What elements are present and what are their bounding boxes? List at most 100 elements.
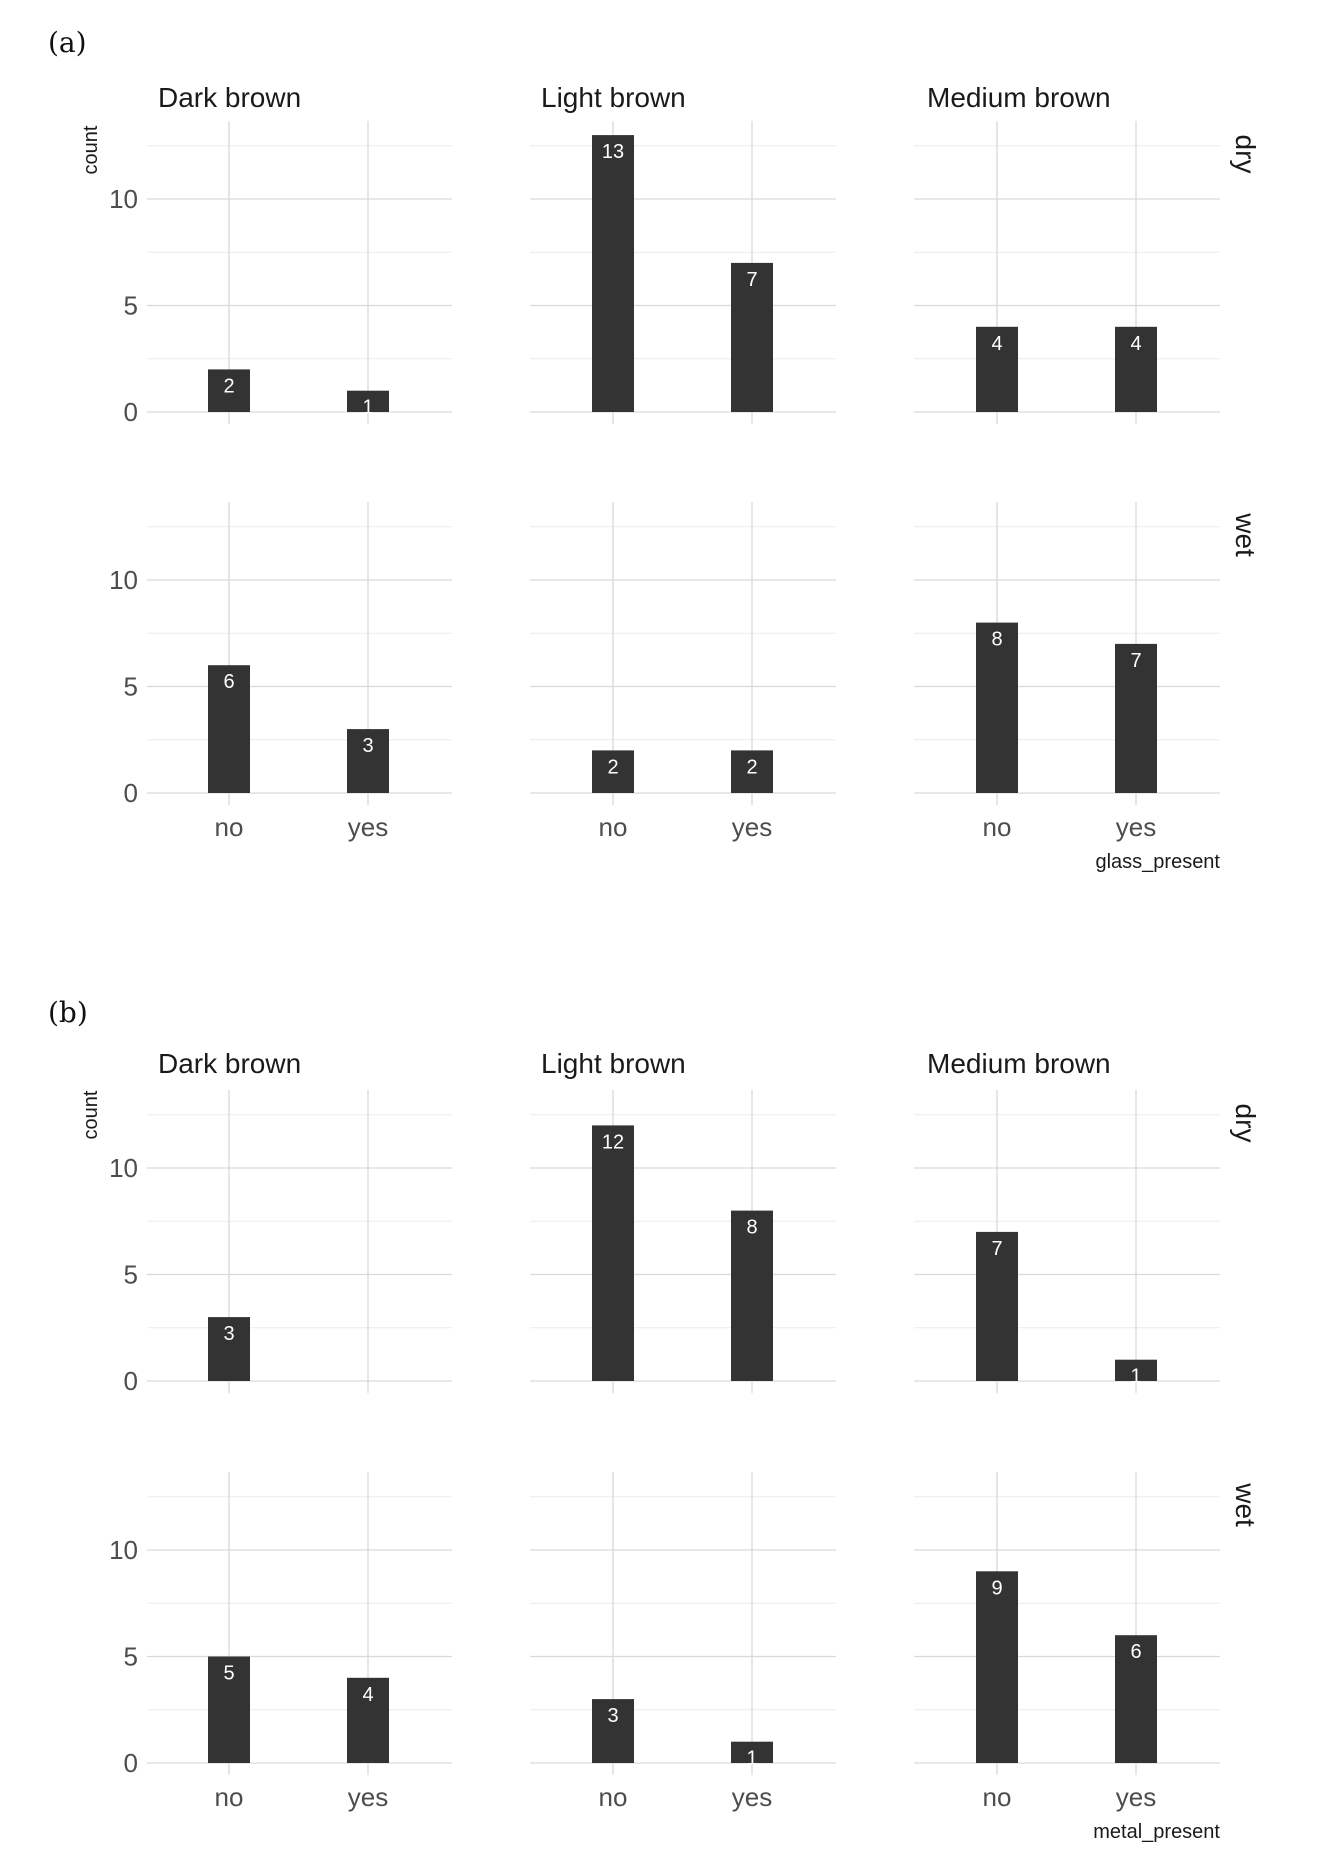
facet-col-label: Dark brown bbox=[158, 1048, 301, 1079]
bar-value-label: 4 bbox=[1130, 333, 1141, 355]
bar-no bbox=[976, 1231, 1018, 1381]
facet-panel: 13 7 bbox=[530, 121, 836, 424]
facet-col-label: Medium brown bbox=[927, 1048, 1111, 1079]
panel-label: (a) bbox=[48, 26, 87, 59]
bar-yes bbox=[347, 1677, 389, 1763]
y-tick-label: 10 bbox=[109, 184, 138, 214]
facet-col-label: Light brown bbox=[541, 1048, 686, 1079]
bar-value-label: 8 bbox=[991, 629, 1002, 651]
bar-no bbox=[208, 369, 250, 412]
y-tick-label: 5 bbox=[124, 672, 138, 702]
facet-col-label: Light brown bbox=[541, 82, 686, 113]
facet-row-label: wet bbox=[1230, 1482, 1261, 1527]
bar-yes bbox=[347, 390, 389, 412]
bar-value-label: 7 bbox=[746, 269, 757, 291]
bar-no bbox=[592, 1699, 634, 1763]
x-tick-label: yes bbox=[1116, 812, 1156, 842]
x-tick-label: yes bbox=[348, 812, 388, 842]
bar-yes bbox=[1115, 326, 1157, 412]
bar-value-label: 7 bbox=[991, 1238, 1002, 1260]
bar-value-label: 13 bbox=[602, 141, 624, 163]
y-tick-label: 5 bbox=[124, 291, 138, 321]
bar-value-label: 2 bbox=[746, 756, 757, 778]
facet-panel: 9 6 no yes bbox=[914, 1472, 1220, 1812]
bar-no bbox=[208, 665, 250, 793]
bar-value-label: 8 bbox=[746, 1217, 757, 1239]
panel-label: (b) bbox=[48, 996, 88, 1029]
bar-value-label: 4 bbox=[362, 1684, 373, 1706]
bar-yes bbox=[347, 729, 389, 793]
facet-col-label: Medium brown bbox=[927, 82, 1111, 113]
bar-yes bbox=[1115, 643, 1157, 793]
facet-panel: 2 2 no yes bbox=[530, 502, 836, 842]
bar-value-label: 4 bbox=[991, 333, 1002, 355]
bar-value-label: 9 bbox=[991, 1577, 1002, 1599]
chart-a: (a) Dark brown Light brown Medium brown coun… bbox=[48, 26, 1261, 873]
bar-value-label: 12 bbox=[602, 1131, 624, 1153]
y-tick-label: 5 bbox=[124, 1260, 138, 1290]
bar-yes bbox=[731, 1741, 773, 1763]
facet-panel: 71 bbox=[914, 1090, 1220, 1393]
x-axis-title: metal_present bbox=[1093, 1821, 1220, 1843]
bar-value-label: 1 bbox=[746, 1748, 757, 1770]
bar-no bbox=[208, 1317, 250, 1381]
facet-row-label: dry bbox=[1230, 1104, 1261, 1143]
y-tick-label: 5 bbox=[124, 1642, 138, 1672]
bar-yes bbox=[1115, 1635, 1157, 1763]
bar-no bbox=[592, 750, 634, 793]
y-tick-label: 10 bbox=[109, 1153, 138, 1183]
facet-panel: 12 8 bbox=[530, 1090, 836, 1393]
x-tick-label: no bbox=[599, 1782, 628, 1812]
facet-panel: 8 7 no yes bbox=[914, 502, 1220, 842]
facet-panel: 3 0 5 10 bbox=[109, 1090, 452, 1396]
chart-b: (b) Dark brown Light brown Medium brown coun… bbox=[48, 996, 1261, 1843]
y-tick-label: 0 bbox=[124, 397, 138, 427]
y-tick-label: 10 bbox=[109, 1535, 138, 1565]
x-tick-label: no bbox=[215, 1782, 244, 1812]
facet-panel: 5 4 0 5 10 no yes bbox=[109, 1472, 452, 1812]
facet-row-label: dry bbox=[1230, 135, 1261, 174]
bar-no bbox=[592, 1125, 634, 1381]
y-tick-label: 0 bbox=[124, 1366, 138, 1396]
bar-no bbox=[592, 135, 634, 412]
bar-no bbox=[976, 1571, 1018, 1763]
bar-no bbox=[208, 1656, 250, 1763]
x-tick-label: no bbox=[599, 812, 628, 842]
y-tick-label: 0 bbox=[124, 1748, 138, 1778]
bar-yes bbox=[731, 750, 773, 793]
x-tick-label: no bbox=[983, 1782, 1012, 1812]
facet-panel: 3 1 no yes bbox=[530, 1472, 836, 1812]
bar-no bbox=[976, 326, 1018, 412]
bar-yes bbox=[731, 1210, 773, 1381]
y-tick-label: 0 bbox=[124, 778, 138, 808]
x-axis-title: glass_present bbox=[1095, 851, 1220, 873]
bar-value-label: 1 bbox=[362, 397, 373, 419]
x-tick-label: no bbox=[983, 812, 1012, 842]
bar-yes bbox=[1115, 1359, 1157, 1381]
bar-value-label: 3 bbox=[607, 1705, 618, 1727]
facet-col-label: Dark brown bbox=[158, 82, 301, 113]
bar-value-label: 6 bbox=[223, 671, 234, 693]
x-tick-label: yes bbox=[348, 1782, 388, 1812]
bar-no bbox=[976, 622, 1018, 793]
facet-row-label: wet bbox=[1230, 512, 1261, 557]
y-tick-label: 10 bbox=[109, 565, 138, 595]
bar-value-label: 1 bbox=[1130, 1366, 1141, 1388]
y-axis-title: count bbox=[80, 1090, 102, 1139]
x-tick-label: no bbox=[215, 812, 244, 842]
bar-value-label: 7 bbox=[1130, 650, 1141, 672]
x-tick-label: yes bbox=[732, 1782, 772, 1812]
bar-value-label: 2 bbox=[223, 375, 234, 397]
bar-yes bbox=[731, 262, 773, 412]
bar-value-label: 5 bbox=[223, 1663, 234, 1685]
bar-value-label: 6 bbox=[1130, 1641, 1141, 1663]
bar-value-label: 3 bbox=[362, 735, 373, 757]
x-tick-label: yes bbox=[732, 812, 772, 842]
bar-value-label: 3 bbox=[223, 1323, 234, 1345]
y-axis-title: count bbox=[80, 125, 102, 174]
x-tick-label: yes bbox=[1116, 1782, 1156, 1812]
facet-panel: 6 3 0 5 10 no yes bbox=[109, 502, 452, 842]
